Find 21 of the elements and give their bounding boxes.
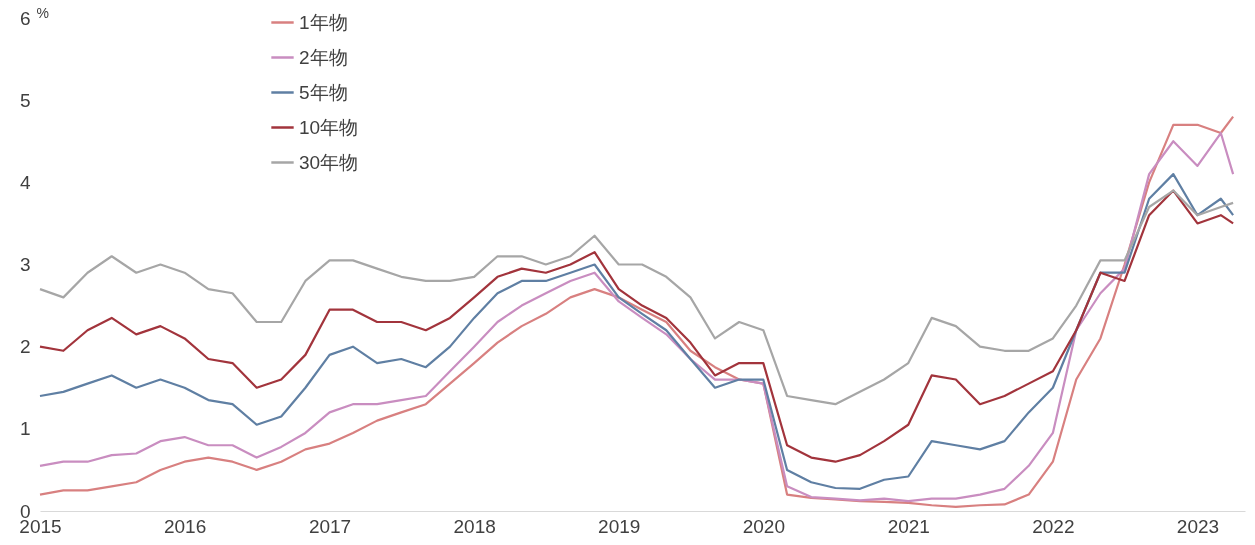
y-tick-label: 3 xyxy=(19,254,31,275)
y-axis-title: % xyxy=(36,4,49,21)
x-tick-label: 2018 xyxy=(453,515,496,537)
legend-label: 5年物 xyxy=(299,81,348,103)
y-tick-label: 6 xyxy=(19,7,31,29)
x-tick-label: 2023 xyxy=(1176,515,1220,537)
x-tick-label: 2020 xyxy=(742,515,785,537)
legend-label: 30年物 xyxy=(299,151,359,173)
y-tick-label: 4 xyxy=(19,171,31,193)
legend-label: 10年物 xyxy=(299,116,359,138)
x-tick-label: 2022 xyxy=(1032,515,1075,537)
x-tick-label: 2016 xyxy=(163,515,207,537)
line-series xyxy=(38,189,1235,406)
legend-label: 2年物 xyxy=(299,46,348,68)
y-tick-label: 1 xyxy=(19,418,31,440)
y-tick-label: 5 xyxy=(19,89,31,111)
x-tick-label: 2019 xyxy=(598,515,641,537)
x-tick-label: 2017 xyxy=(308,515,352,537)
y-tick-label: 2 xyxy=(19,336,31,358)
legend-label: 1年物 xyxy=(299,11,348,33)
x-tick-label: 2021 xyxy=(887,515,930,537)
